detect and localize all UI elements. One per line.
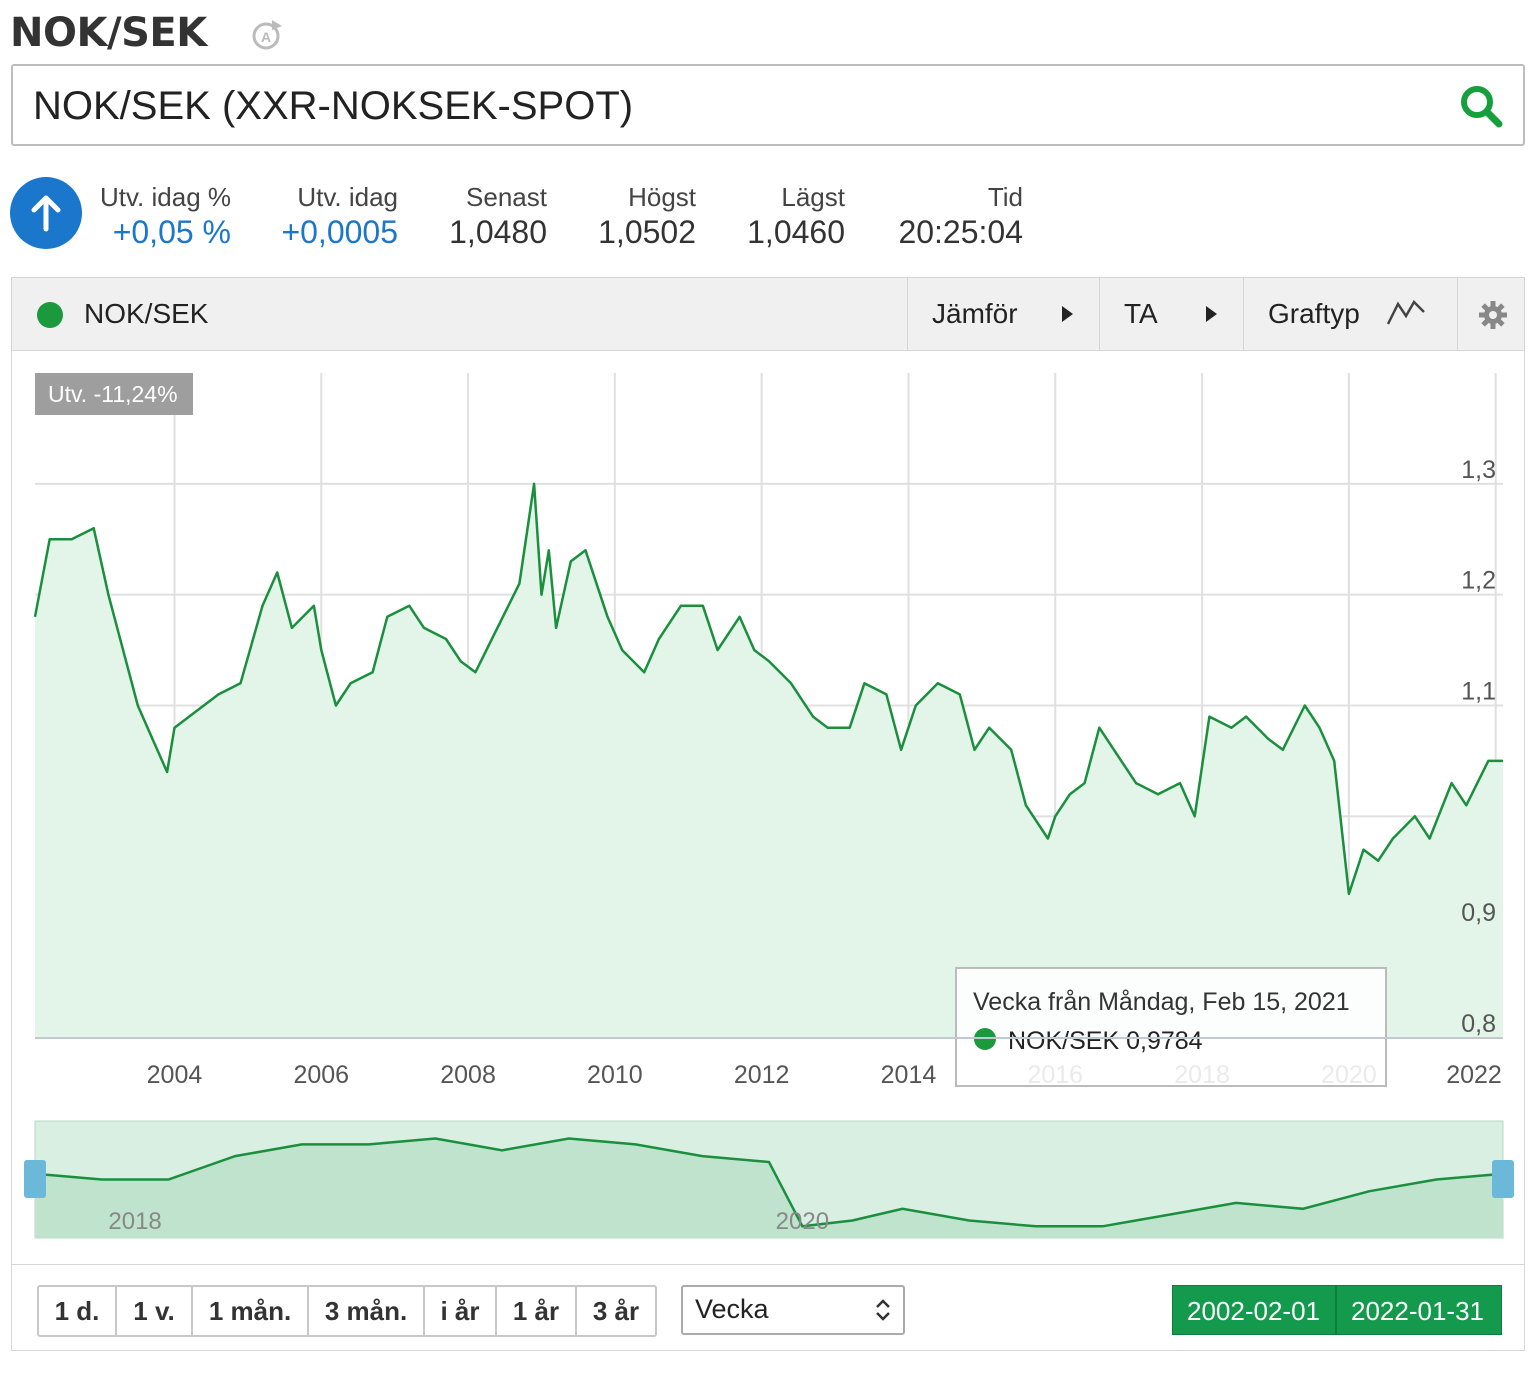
range-1y-button[interactable]: 1 år bbox=[497, 1287, 577, 1335]
from-date-button[interactable]: 2002-02-01 bbox=[1172, 1285, 1336, 1335]
x-tick-label: 2010 bbox=[587, 1061, 643, 1089]
search-icon[interactable] bbox=[1459, 84, 1503, 128]
high-value: 1,0502 bbox=[598, 214, 696, 250]
chart-frame bbox=[11, 351, 1525, 1351]
navigator-line bbox=[34, 1137, 1504, 1228]
x-tick-label: 2008 bbox=[440, 1061, 496, 1089]
to-date-button[interactable]: 2022-01-31 bbox=[1336, 1285, 1502, 1335]
quote-change-pct: Utv. idag % +0,05 % bbox=[96, 182, 231, 252]
date-range: 2002-02-01 2022-01-31 bbox=[1172, 1285, 1502, 1335]
arrow-up-icon bbox=[10, 177, 82, 249]
series-color-dot bbox=[37, 302, 63, 328]
quote-change: Utv. idag +0,0005 bbox=[262, 182, 398, 252]
ta-arrow-icon bbox=[1206, 306, 1217, 322]
y-axis: 1,3 1,2 1,1 0,9 0,8 bbox=[1461, 456, 1496, 1038]
y-tick-label: 1,3 bbox=[1461, 456, 1496, 484]
time-value: 20:25:04 bbox=[898, 214, 1023, 250]
range-3m-button[interactable]: 3 mån. bbox=[309, 1287, 425, 1335]
line-chart-icon bbox=[1386, 299, 1425, 325]
quote-time: Tid 20:25:04 bbox=[880, 182, 1023, 252]
y-tick-label: 1,1 bbox=[1461, 678, 1496, 706]
ta-button[interactable]: TA bbox=[1124, 298, 1158, 329]
range-1w-button[interactable]: 1 v. bbox=[117, 1287, 193, 1335]
x-tick-label: 2014 bbox=[881, 1061, 937, 1089]
last-value: 1,0480 bbox=[449, 214, 547, 250]
series-name: NOK/SEK bbox=[84, 298, 209, 329]
navigator-tick-label: 2018 bbox=[108, 1208, 161, 1235]
change-value: +0,0005 bbox=[281, 214, 398, 250]
search-input[interactable]: NOK/SEK (XXR-NOKSEK-SPOT) bbox=[33, 84, 634, 128]
tooltip: Vecka från Måndag, Feb 15, 2021 NOK/SEK … bbox=[955, 967, 1387, 1087]
range-3y-button[interactable]: 3 år bbox=[592, 1296, 640, 1326]
compare-arrow-icon bbox=[1062, 306, 1073, 322]
x-tick-label: 2004 bbox=[147, 1061, 203, 1089]
x-tick-label: 2022 bbox=[1446, 1061, 1502, 1089]
navigator-area bbox=[35, 1138, 1503, 1238]
navigator[interactable]: 2018 2020 bbox=[24, 1120, 1514, 1239]
range-bar: 1 d. 1 v. 1 mån. 3 mån. i år 1 år 3 år V… bbox=[11, 1264, 1525, 1353]
tooltip-title: Vecka från Måndag, Feb 15, 2021 bbox=[973, 988, 1350, 1016]
low-value: 1,0460 bbox=[747, 214, 845, 250]
quote-last: Senast 1,0480 bbox=[432, 182, 547, 252]
range-ytd-button[interactable]: i år bbox=[425, 1287, 497, 1335]
y-tick-label: 0,9 bbox=[1461, 899, 1496, 927]
auto-refresh-icon[interactable]: A bbox=[250, 18, 284, 52]
x-tick-label: 2006 bbox=[293, 1061, 349, 1089]
range-1d-button[interactable]: 1 d. bbox=[39, 1287, 117, 1335]
series-line bbox=[33, 482, 1503, 896]
y-tick-label: 1,2 bbox=[1461, 567, 1496, 595]
y-tick-label: 0,8 bbox=[1461, 1010, 1496, 1038]
page-title: NOK/SEK bbox=[10, 10, 207, 56]
interval-select[interactable]: Vecka bbox=[681, 1285, 905, 1335]
select-chevron-icon bbox=[876, 1299, 890, 1321]
charttype-button[interactable]: Graftyp bbox=[1268, 298, 1360, 329]
range-1m-button[interactable]: 1 mån. bbox=[193, 1287, 309, 1335]
price-chart[interactable]: 2004200620082010201220142016201820202022… bbox=[0, 351, 1530, 1264]
svg-text:A: A bbox=[261, 29, 271, 45]
chart-toolbar: NOK/SEK Jämför TA Graftyp bbox=[11, 277, 1525, 351]
quote-low: Lägst 1,0460 bbox=[730, 182, 845, 252]
navigator-left-handle bbox=[24, 1160, 46, 1198]
instrument-search[interactable]: NOK/SEK (XXR-NOKSEK-SPOT) bbox=[11, 64, 1525, 146]
navigator-tick-label: 2020 bbox=[776, 1208, 829, 1235]
navigator-right-handle bbox=[1492, 1160, 1514, 1198]
series-area bbox=[35, 483, 1503, 1038]
change-badge: Utv. -11,24% bbox=[35, 373, 193, 415]
change-pct-value: +0,05 % bbox=[112, 214, 231, 250]
tooltip-series-label: NOK/SEK 0,9784 bbox=[1008, 1027, 1203, 1055]
quote-high: Högst 1,0502 bbox=[580, 182, 696, 252]
compare-button[interactable]: Jämför bbox=[932, 298, 1018, 329]
x-tick-label: 2012 bbox=[734, 1061, 790, 1089]
range-buttons: 1 d. 1 v. 1 mån. 3 mån. i år 1 år 3 år bbox=[37, 1285, 657, 1337]
change-badge-text: Utv. -11,24% bbox=[48, 381, 178, 407]
gear-icon[interactable] bbox=[1478, 300, 1508, 330]
